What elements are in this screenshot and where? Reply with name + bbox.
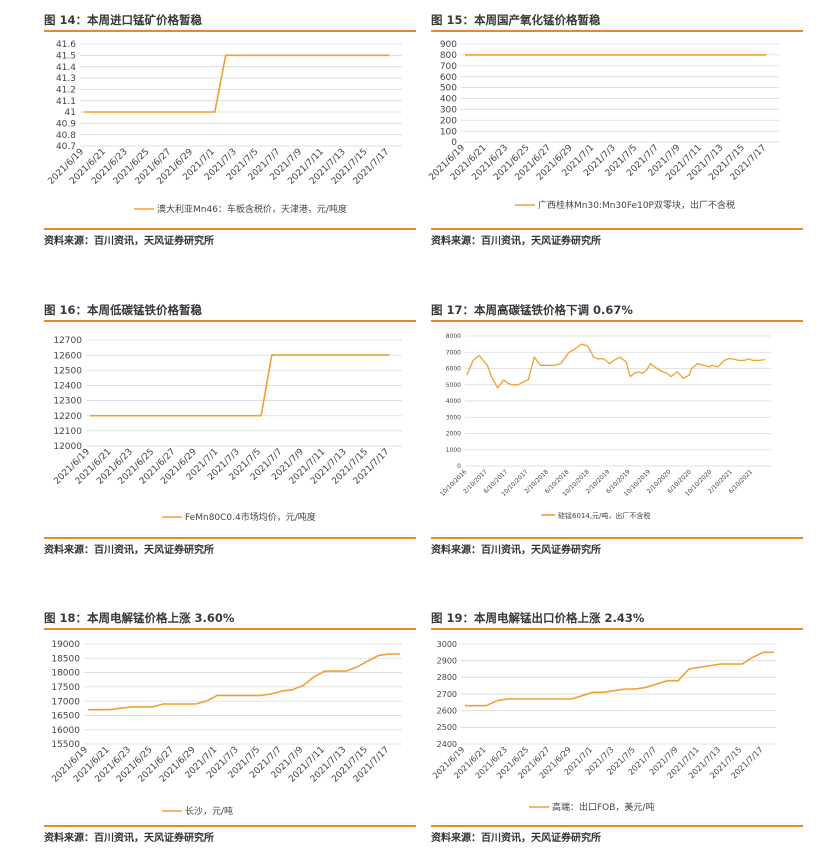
y-tick-label: 0 <box>457 463 461 470</box>
y-tick-label: 16500 <box>51 712 80 722</box>
chart-title: 图 16：本周低碳锰铁价格暂稳 <box>44 303 203 317</box>
y-tick-label: 2600 <box>437 706 457 715</box>
y-tick-label: 12300 <box>53 397 82 407</box>
series-line <box>88 653 401 711</box>
y-tick-label: 400 <box>440 95 457 105</box>
y-tick-label: 1000 <box>446 447 461 454</box>
y-tick-label: 40.9 <box>56 119 76 129</box>
chart-svg: 40.740.840.94141.141.241.341.441.541.620… <box>46 40 402 215</box>
chart-panel-18: 图 18：本周电解锰价格上涨 3.60% 15500 16000 16500 1700… <box>44 608 416 858</box>
chart-svg: 12000 12100 12200 12300 12400 12500 12600 12700… <box>52 336 402 523</box>
legend-label: 硅锰6014,元/吨，出厂不含税 <box>558 511 650 520</box>
y-tick-label: 0 <box>451 138 457 148</box>
chart-title: 图 19：本周电解锰出口价格上涨 2.43% <box>431 611 645 625</box>
y-tick-label: 600 <box>440 73 457 83</box>
source-note: 资料来源：百川资讯，天风证券研究所 <box>44 236 214 247</box>
series-line <box>90 354 390 417</box>
legend-label: FeMn80C0.4市场均价，元/吨度 <box>185 511 316 523</box>
y-tick-label: 12700 <box>53 336 82 346</box>
y-tick-label: 8000 <box>446 333 461 340</box>
chart-panel-16: 图 16：本周低碳锰铁价格暂稳 12000 12100 12200 12300 1240… <box>44 300 416 560</box>
source-rule <box>431 228 803 230</box>
y-tick-label: 100 <box>440 127 457 137</box>
title-rule <box>44 30 416 32</box>
legend-label: 广西桂林Mn30:Mn30Fe10P双零块，出厂不含税 <box>538 199 735 211</box>
y-tick-label: 500 <box>440 84 457 94</box>
y-tick-label: 2700 <box>437 690 457 699</box>
legend-label: 长沙，元/吨 <box>185 805 233 817</box>
title-rule <box>44 628 416 630</box>
y-tick-label: 18500 <box>51 654 80 664</box>
y-tick-label: 40.8 <box>56 131 76 141</box>
y-tick-label: 7000 <box>446 349 461 356</box>
y-tick-label: 6000 <box>446 366 461 373</box>
y-tick-label: 3000 <box>446 414 461 421</box>
title-rule <box>431 30 803 32</box>
chart-panel-14: 图 14：本周进口锰矿价格暂稳 40.7 40.8 40.9 41 41.1 41.2 41… <box>44 10 416 250</box>
y-tick-label: 12200 <box>53 412 82 422</box>
y-tick-label: 2000 <box>446 431 461 438</box>
y-tick-label: 19000 <box>51 640 80 650</box>
y-tick-label: 41 <box>65 108 76 118</box>
y-tick-label: 17000 <box>51 697 80 707</box>
y-tick-label: 2900 <box>437 656 457 665</box>
y-tick-label: 41.6 <box>56 40 76 50</box>
source-note: 资料来源：百川资讯，天风证券研究所 <box>431 236 601 247</box>
chart-svg: 15500 16000 16500 17000 17500 18000 18500 19000… <box>50 640 402 817</box>
y-tick-label: 41.3 <box>56 74 76 84</box>
chart-title: 图 18：本周电解锰价格上涨 3.60% <box>44 611 235 625</box>
chart-title: 图 17：本周高碳锰铁价格下调 0.67% <box>431 303 633 317</box>
y-tick-label: 41.5 <box>56 51 76 61</box>
series-line <box>465 651 775 707</box>
y-tick-label: 300 <box>440 105 457 115</box>
chart-panel-19: 图 19：本周电解锰出口价格上涨 2.43% 2400 2500 2600 2700 2… <box>431 608 803 858</box>
title-rule <box>44 320 416 322</box>
y-tick-label: 5000 <box>446 382 461 389</box>
y-tick-label: 4000 <box>446 398 461 405</box>
y-tick-label: 800 <box>440 51 457 61</box>
y-tick-label: 2800 <box>437 673 457 682</box>
source-rule <box>44 228 416 230</box>
series-line <box>466 343 765 389</box>
y-tick-label: 700 <box>440 62 457 72</box>
y-tick-label: 12600 <box>53 351 82 361</box>
source-rule <box>431 537 803 539</box>
legend-label: 高端：出口FOB，美元/吨 <box>552 801 654 813</box>
y-tick-label: 12000 <box>53 442 82 452</box>
source-note: 资料来源：百川资讯，天风证券研究所 <box>44 833 214 844</box>
y-tick-label: 40.7 <box>56 142 76 152</box>
y-tick-label: 2400 <box>437 740 457 749</box>
y-tick-label: 12100 <box>53 427 82 437</box>
title-rule <box>431 320 803 322</box>
y-tick-label: 15500 <box>51 740 80 750</box>
chart-title: 图 14：本周进口锰矿价格暂稳 <box>44 13 203 27</box>
chart-title: 图 15：本周国产氧化锰价格暂稳 <box>431 13 601 27</box>
chart-svg: 24002500260027002800290030002021/6/19202… <box>431 640 776 813</box>
source-rule <box>431 825 803 827</box>
title-rule <box>431 628 803 630</box>
y-tick-label: 200 <box>440 116 457 126</box>
chart-svg: 01002003004005006007008009002021/6/19202… <box>427 40 779 211</box>
y-tick-label: 900 <box>440 40 457 50</box>
source-note: 资料来源：百川资讯，天风证券研究所 <box>44 545 214 556</box>
y-tick-label: 18000 <box>51 669 80 679</box>
chart-svg: 01000200030004000500060007000800010/10/2… <box>439 333 771 520</box>
y-tick-label: 16000 <box>51 726 80 736</box>
y-tick-label: 41.2 <box>56 85 76 95</box>
y-tick-label: 41.1 <box>56 97 76 107</box>
y-tick-label: 17500 <box>51 683 80 693</box>
source-rule <box>44 825 416 827</box>
y-tick-label: 12400 <box>53 382 82 392</box>
source-note: 资料来源：百川资讯，天风证券研究所 <box>431 545 601 556</box>
y-tick-label: 41.4 <box>56 63 76 73</box>
y-tick-label: 3000 <box>437 640 457 649</box>
legend-label: 澳大利亚Mn46：车板含税价，天津港，元/吨度 <box>157 203 347 215</box>
y-tick-label: 2500 <box>437 723 457 732</box>
source-rule <box>44 537 416 539</box>
source-note: 资料来源：百川资讯，天风证券研究所 <box>431 833 601 844</box>
series-line <box>84 54 390 113</box>
chart-panel-15: 图 15：本周国产氧化锰价格暂稳 0 100 200 300 400 500 600 700 8… <box>427 10 803 250</box>
y-tick-label: 12500 <box>53 366 82 376</box>
chart-panel-17: 图 17：本周高碳锰铁价格下调 0.67% 0 1000 2000 3000 4000 5… <box>431 300 803 560</box>
